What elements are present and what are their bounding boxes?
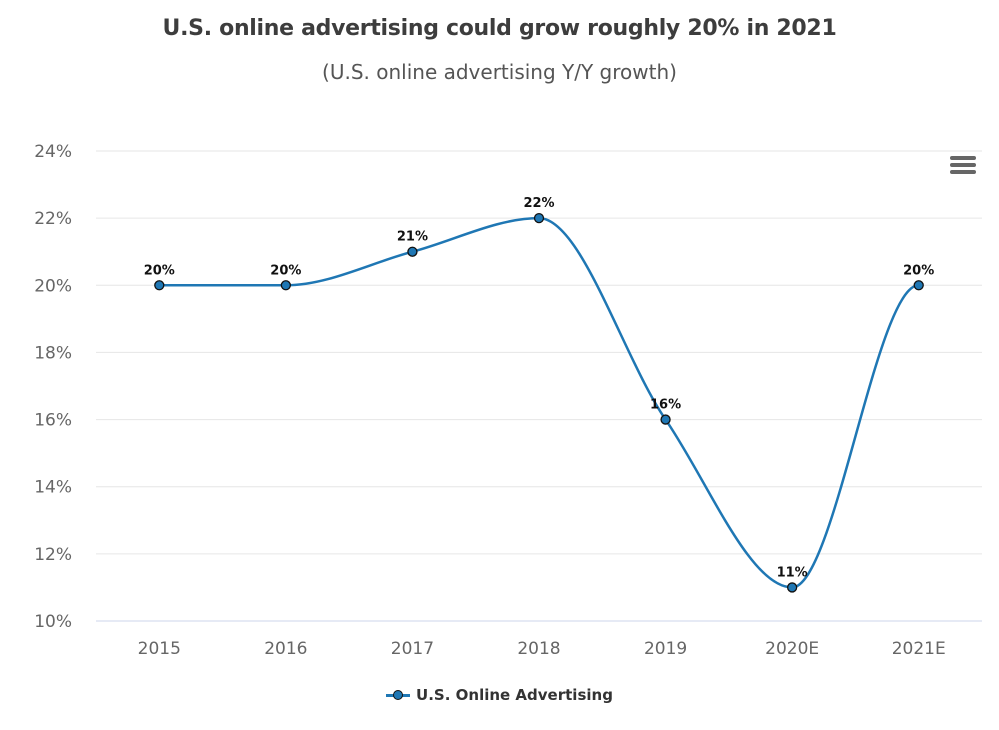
- series-line: [159, 216, 920, 589]
- data-point: [407, 246, 418, 257]
- x-tick-label: 2019: [644, 639, 687, 659]
- data-label: 16%: [650, 398, 681, 413]
- data-point: [533, 212, 545, 224]
- chart-title: U.S. online advertising could grow rough…: [162, 16, 837, 41]
- y-tick-label: 20%: [34, 276, 72, 296]
- data-label: 20%: [144, 263, 175, 278]
- x-tick-label: 2021E: [892, 639, 946, 659]
- data-label: 21%: [397, 230, 428, 245]
- data-point: [786, 582, 798, 593]
- data-label: 20%: [903, 263, 934, 278]
- data-label: 11%: [777, 565, 808, 580]
- y-tick-label: 12%: [34, 545, 72, 565]
- chart-subtitle: (U.S. online advertising Y/Y growth): [322, 60, 677, 84]
- data-point: [154, 280, 165, 291]
- data-point: [660, 414, 671, 425]
- y-axis-ticks: 10% 12% 14% 16% 18% 20% 22% 24%: [34, 142, 72, 632]
- x-tick-label: 2020E: [765, 639, 819, 659]
- y-tick-label: 22%: [34, 209, 72, 229]
- data-point: [913, 280, 924, 291]
- y-tick-label: 18%: [34, 343, 72, 363]
- x-tick-label: 2015: [138, 639, 181, 659]
- x-tick-label: 2016: [264, 639, 307, 659]
- legend-item[interactable]: U.S. Online Advertising: [0, 686, 999, 704]
- x-tick-label: 2018: [517, 639, 560, 659]
- data-labels: 20% 20% 21% 22% 16% 11% 20%: [144, 196, 935, 580]
- y-tick-label: 16%: [34, 411, 72, 431]
- y-tick-label: 14%: [34, 478, 72, 498]
- hamburger-menu-icon[interactable]: [950, 156, 978, 180]
- data-point: [280, 280, 292, 291]
- x-axis-ticks: 2015 2016 2017 2018 2019 2020E 2021E: [138, 639, 946, 659]
- legend-line-marker-icon: [386, 689, 411, 701]
- series-group: [154, 212, 924, 593]
- data-label: 22%: [523, 196, 554, 211]
- legend-label: U.S. Online Advertising: [416, 686, 613, 704]
- x-tick-label: 2017: [391, 639, 434, 659]
- data-label: 20%: [270, 263, 301, 278]
- y-tick-label: 10%: [34, 612, 72, 632]
- y-tick-label: 24%: [34, 142, 72, 162]
